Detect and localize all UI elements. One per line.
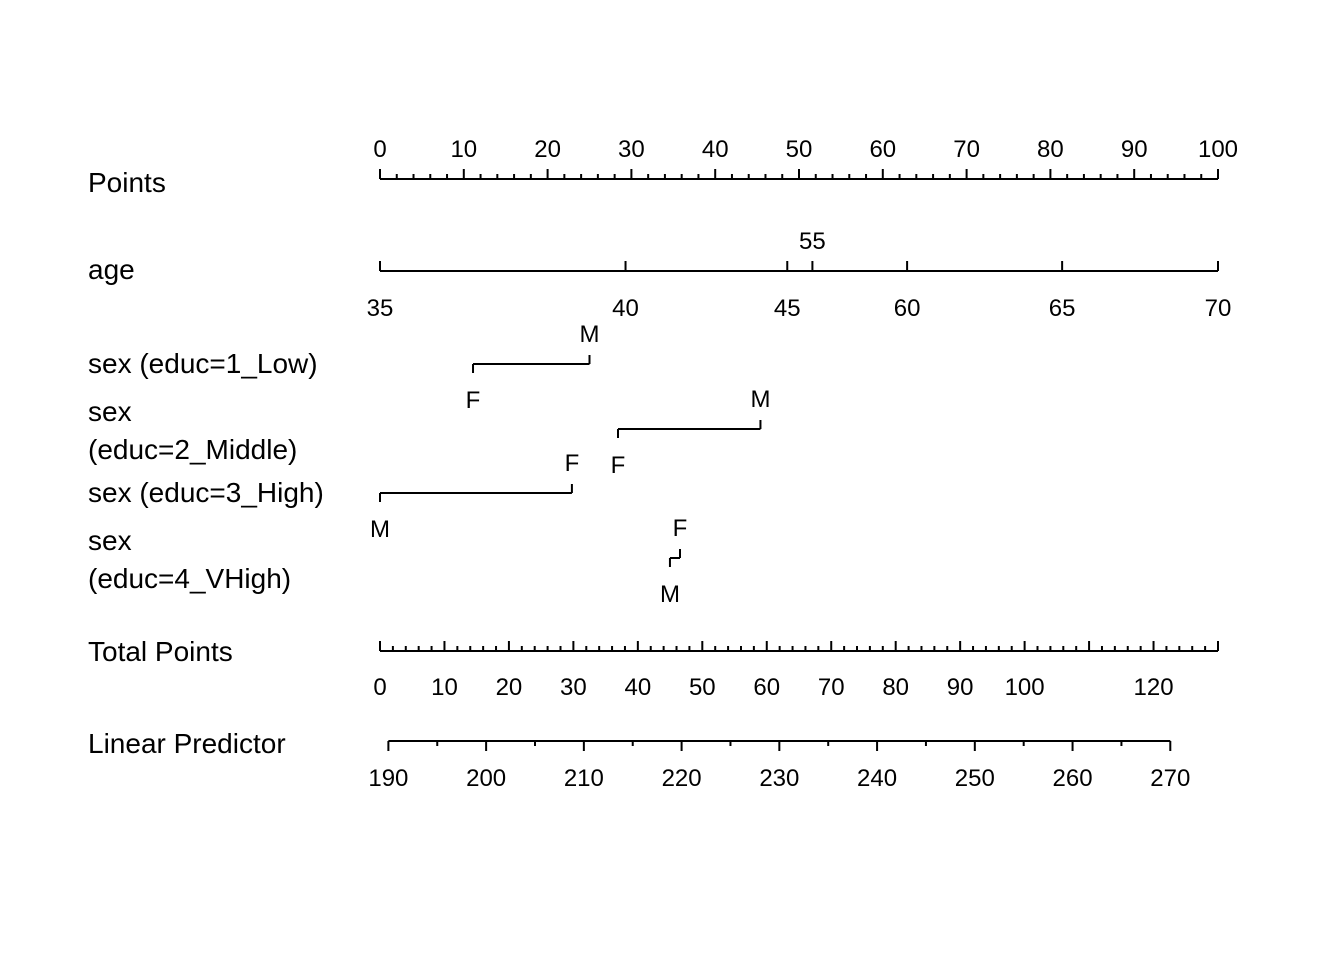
linear-predictor-tick-label: 200 — [466, 765, 506, 792]
linear-predictor-tick-label: 270 — [1150, 765, 1190, 792]
points-tick-label: 90 — [1121, 136, 1148, 163]
age-tick-label: 35 — [367, 295, 394, 322]
total-points-tick-label: 30 — [560, 674, 587, 701]
age-tick-label: 60 — [894, 295, 921, 322]
age-tick-label: 40 — [612, 295, 639, 322]
total-points-tick-label: 120 — [1134, 674, 1174, 701]
sex-educ-1-low-level-label-m: M — [580, 321, 600, 348]
total-points-tick-label: 70 — [818, 674, 845, 701]
linear-predictor-tick-label: 210 — [564, 765, 604, 792]
total-points-tick-label: 10 — [431, 674, 458, 701]
row-label-sex-educ-high: sex (educ=3_High) — [88, 477, 324, 508]
linear-predictor-tick-label: 240 — [857, 765, 897, 792]
total-points-tick-label: 100 — [1005, 674, 1045, 701]
sex-educ-3-high-level-label-m: M — [370, 516, 390, 543]
points-tick-label: 80 — [1037, 136, 1064, 163]
age-tick-label: 70 — [1205, 295, 1232, 322]
row-label-sex-educ-vhigh-line1: sex — [88, 525, 132, 556]
sex-educ-3-high-level-label-f: F — [565, 450, 580, 477]
sex-educ-1-low-level-label-f: F — [466, 387, 481, 414]
total-points-tick-label: 50 — [689, 674, 716, 701]
points-tick-label: 60 — [869, 136, 896, 163]
sex-educ-4-vhigh-level-label-f: F — [673, 515, 688, 542]
points-tick-label: 30 — [618, 136, 645, 163]
linear-predictor-tick-label: 260 — [1053, 765, 1093, 792]
total-points-tick-label: 20 — [496, 674, 523, 701]
total-points-tick-label: 90 — [947, 674, 974, 701]
points-tick-label: 0 — [373, 136, 386, 163]
row-label-points: Points — [88, 167, 166, 198]
linear-predictor-tick-label: 250 — [955, 765, 995, 792]
linear-predictor-tick-label: 190 — [368, 765, 408, 792]
total-points-tick-label: 60 — [753, 674, 780, 701]
total-points-tick-label: 0 — [373, 674, 386, 701]
sex-educ-2-middle-level-label-m: M — [750, 386, 770, 413]
points-tick-label: 10 — [450, 136, 477, 163]
points-tick-label: 70 — [953, 136, 980, 163]
total-points-tick-label: 80 — [882, 674, 909, 701]
points-tick-label: 40 — [702, 136, 729, 163]
total-points-tick-label: 40 — [624, 674, 651, 701]
row-label-linear-predictor: Linear Predictor — [88, 728, 286, 759]
points-tick-label: 100 — [1198, 136, 1238, 163]
row-label-sex-educ-low: sex (educ=1_Low) — [88, 348, 318, 379]
points-tick-label: 20 — [534, 136, 561, 163]
age-tick-label: 45 — [774, 295, 801, 322]
sex-educ-4-vhigh-level-label-m: M — [660, 581, 680, 608]
points-tick-label: 50 — [786, 136, 813, 163]
age-tick-label: 55 — [799, 228, 826, 255]
row-label-sex-educ-vhigh-line2: (educ=4_VHigh) — [88, 563, 291, 594]
row-label-age: age — [88, 254, 135, 285]
row-label-sex-educ-middle-line1: sex — [88, 396, 132, 427]
row-labels: Points age sex (educ=1_Low) sex (educ=2_… — [88, 167, 324, 759]
age-tick-label: 65 — [1049, 295, 1076, 322]
row-label-sex-educ-middle-line2: (educ=2_Middle) — [88, 434, 297, 465]
sex-educ-2-middle-level-label-f: F — [611, 452, 626, 479]
linear-predictor-tick-label: 230 — [759, 765, 799, 792]
linear-predictor-tick-label: 220 — [662, 765, 702, 792]
row-label-total-points: Total Points — [88, 636, 233, 667]
